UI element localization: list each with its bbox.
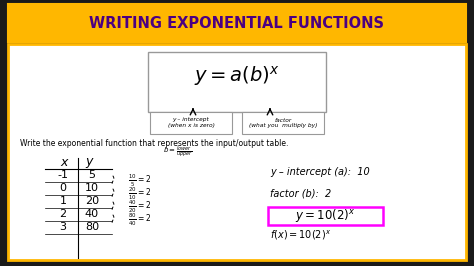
Text: 0: 0 [60,183,66,193]
Text: -1: -1 [57,170,69,180]
Text: $\frac{20}{10}= 2$: $\frac{20}{10}= 2$ [128,186,152,202]
Text: (what you  multiply by): (what you multiply by) [249,123,317,128]
Bar [242,112,324,134]
Text: Write the exponential function that represents the input/output table.: Write the exponential function that repr… [20,139,288,148]
Bar [150,112,232,134]
Text: 40: 40 [85,209,99,219]
Text: (when x is zero): (when x is zero) [168,123,214,128]
Bar [268,207,383,225]
Text: 3: 3 [60,222,66,232]
Text: 80: 80 [85,222,99,232]
Text: $f(x) = 10(2)^x$: $f(x) = 10(2)^x$ [270,228,331,242]
Text: 10: 10 [85,183,99,193]
Text: $b=\frac{lower}{upper}$: $b=\frac{lower}{upper}$ [163,144,193,160]
Bar [8,44,466,260]
Text: factor: factor [274,118,292,123]
Text: 1: 1 [60,196,66,206]
Text: $\frac{10}{5}= 2$: $\frac{10}{5}= 2$ [128,173,152,189]
Text: WRITING EXPONENTIAL FUNCTIONS: WRITING EXPONENTIAL FUNCTIONS [90,15,384,31]
Text: 2: 2 [59,209,66,219]
Text: 5: 5 [89,170,95,180]
Text: 20: 20 [85,196,99,206]
Text: $y = a(b)^x$: $y = a(b)^x$ [194,64,280,88]
Text: factor (b):  2: factor (b): 2 [270,189,331,199]
Text: y – intercept: y – intercept [173,118,210,123]
Text: $y = 10(2)^x$: $y = 10(2)^x$ [295,207,355,225]
Text: $\frac{80}{40}= 2$: $\frac{80}{40}= 2$ [128,212,152,228]
Bar [148,52,326,112]
Text: $x$: $x$ [60,156,70,169]
Text: $\frac{40}{20}= 2$: $\frac{40}{20}= 2$ [128,199,152,215]
Bar [8,4,466,42]
Text: y – intercept (a):  10: y – intercept (a): 10 [270,167,370,177]
Text: $y$: $y$ [85,156,95,170]
